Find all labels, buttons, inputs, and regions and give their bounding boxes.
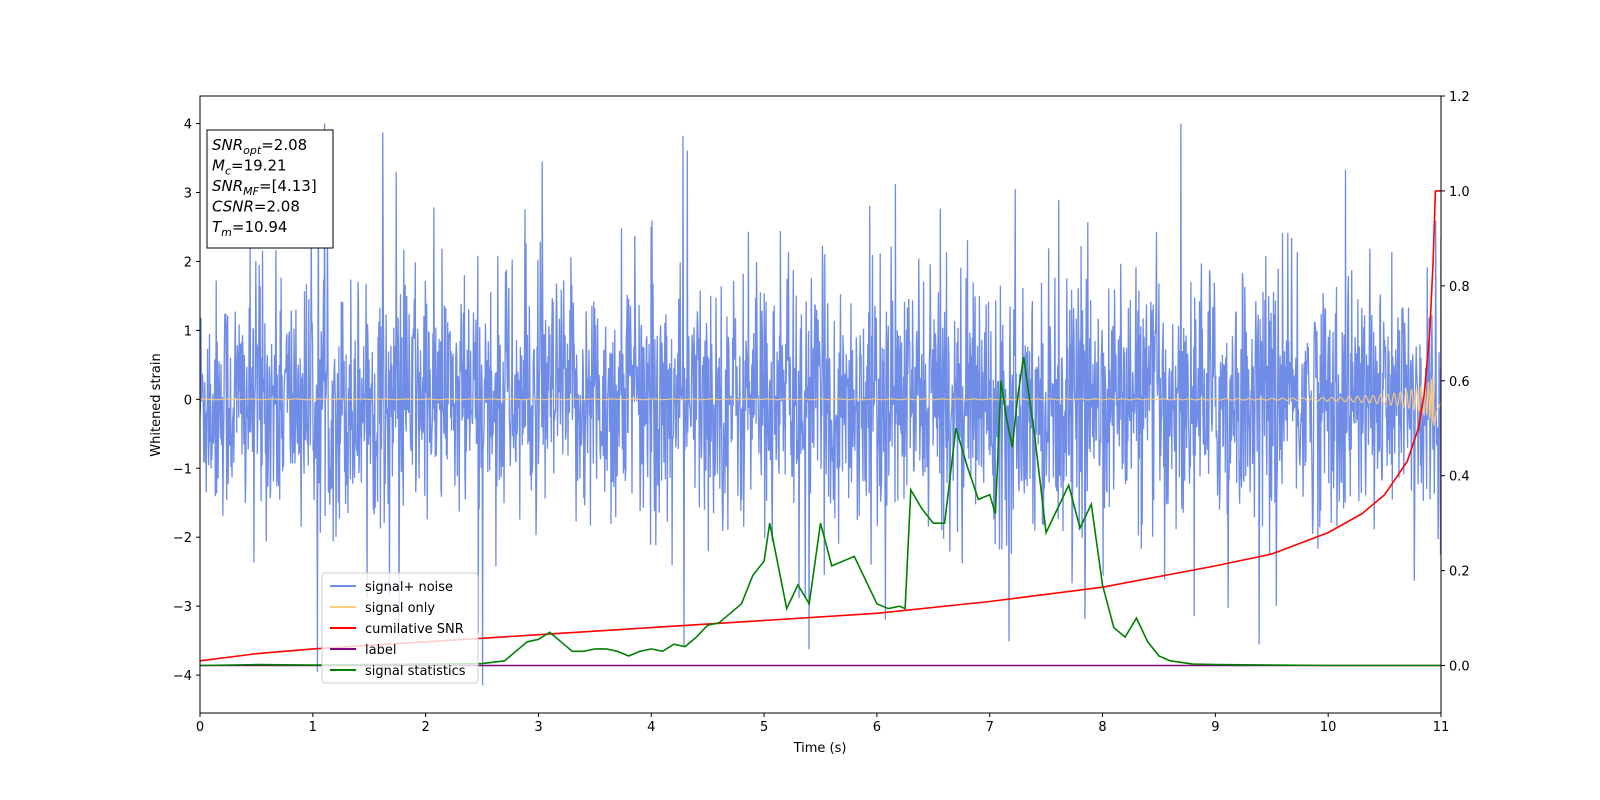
y-left-tick-label: −3 <box>173 600 192 615</box>
legend-label: signal statistics <box>365 664 466 679</box>
legend-label: signal+ noise <box>365 580 453 595</box>
x-tick-label: 1 <box>309 720 317 735</box>
y-right-tick-label: 1.0 <box>1449 185 1470 200</box>
info-line-subscript: MF <box>243 185 259 198</box>
info-line-value: =[4.13] <box>259 177 317 195</box>
info-line: Tm=10.94 <box>212 218 287 239</box>
info-line-symbol: SNR <box>212 136 243 154</box>
y-left-tick-label: −4 <box>173 669 192 684</box>
info-line-value: =19.21 <box>231 157 287 175</box>
info-line-value: =10.94 <box>232 218 288 236</box>
series-line-cumilative-snr <box>200 190 1441 662</box>
y-right-tick-label: 0.6 <box>1449 375 1470 390</box>
legend: signal+ noise signal only cumilative SNR la… <box>321 572 479 684</box>
y-right-tick-label: 0.4 <box>1449 470 1470 485</box>
info-line-subscript: c <box>225 165 231 178</box>
legend-frame <box>321 572 479 684</box>
info-line: Mc=19.21 <box>212 157 287 178</box>
y-left-tick-label: 2 <box>184 255 192 270</box>
y-right-tick-label: 1.2 <box>1449 90 1470 105</box>
info-line-symbol: CSNR <box>212 198 254 216</box>
y-left-tick-label: 0 <box>184 393 192 408</box>
x-tick-label: 7 <box>986 720 994 735</box>
info-line-symbol: T <box>212 218 223 236</box>
x-tick-label: 2 <box>421 720 429 735</box>
legend-label: cumilative SNR <box>365 622 464 637</box>
y-axis-title: Whitened strain <box>149 353 164 456</box>
x-axis-title: Time (s) <box>793 741 847 756</box>
x-tick-label: 8 <box>1098 720 1106 735</box>
x-tick-label: 6 <box>873 720 881 735</box>
y-left-tick-label: −2 <box>173 531 192 546</box>
info-line-symbol: SNR <box>212 177 243 195</box>
info-line: CSNR=2.08 <box>212 198 300 216</box>
x-tick-label: 3 <box>534 720 542 735</box>
info-line-value: =2.08 <box>254 198 300 216</box>
y-right-tick-label: 0.8 <box>1449 280 1470 295</box>
y-left-tick-label: −1 <box>173 462 192 477</box>
series-line-signal-statistics <box>200 356 1441 667</box>
y-left-tick-label: 1 <box>184 324 192 339</box>
info-line-symbol: M <box>212 157 225 175</box>
y-axis-right-ticks: 0.0 0.2 0.4 0.6 0.8 1.0 1.2 <box>1441 90 1470 675</box>
info-line-subscript: m <box>221 226 232 239</box>
y-right-tick-label: 0.0 <box>1449 660 1470 675</box>
info-line-subscript: opt <box>243 144 262 157</box>
axes-frame <box>199 95 1442 714</box>
y-right-tick-label: 0.2 <box>1449 565 1470 580</box>
series-line-signal-only <box>200 374 1441 427</box>
info-box-frame <box>206 129 334 249</box>
x-tick-label: 10 <box>1320 720 1337 735</box>
y-left-tick-label: 3 <box>184 187 192 202</box>
y-left-tick-label: 4 <box>184 118 192 133</box>
x-tick-label: 5 <box>760 720 768 735</box>
x-tick-label: 0 <box>196 720 204 735</box>
y-axis-left-ticks: −4 −3 −2 −1 0 1 2 3 4 <box>173 118 200 684</box>
x-axis-ticks: 0 1 2 3 4 5 6 7 8 9 10 11 <box>196 713 1449 735</box>
series-line-signal-noise <box>200 123 1441 686</box>
x-tick-label: 9 <box>1211 720 1219 735</box>
x-tick-label: 4 <box>647 720 655 735</box>
legend-label: signal only <box>365 601 435 616</box>
legend-label: label <box>365 643 396 658</box>
info-annotation-box: SNRopt=2.08Mc=19.21SNRMF=[4.13]CSNR=2.08… <box>206 129 334 249</box>
x-tick-label: 11 <box>1433 720 1450 735</box>
info-line-value: =2.08 <box>261 136 307 154</box>
info-line: SNRopt=2.08 <box>212 136 307 157</box>
info-line: SNRMF=[4.13] <box>212 177 317 198</box>
